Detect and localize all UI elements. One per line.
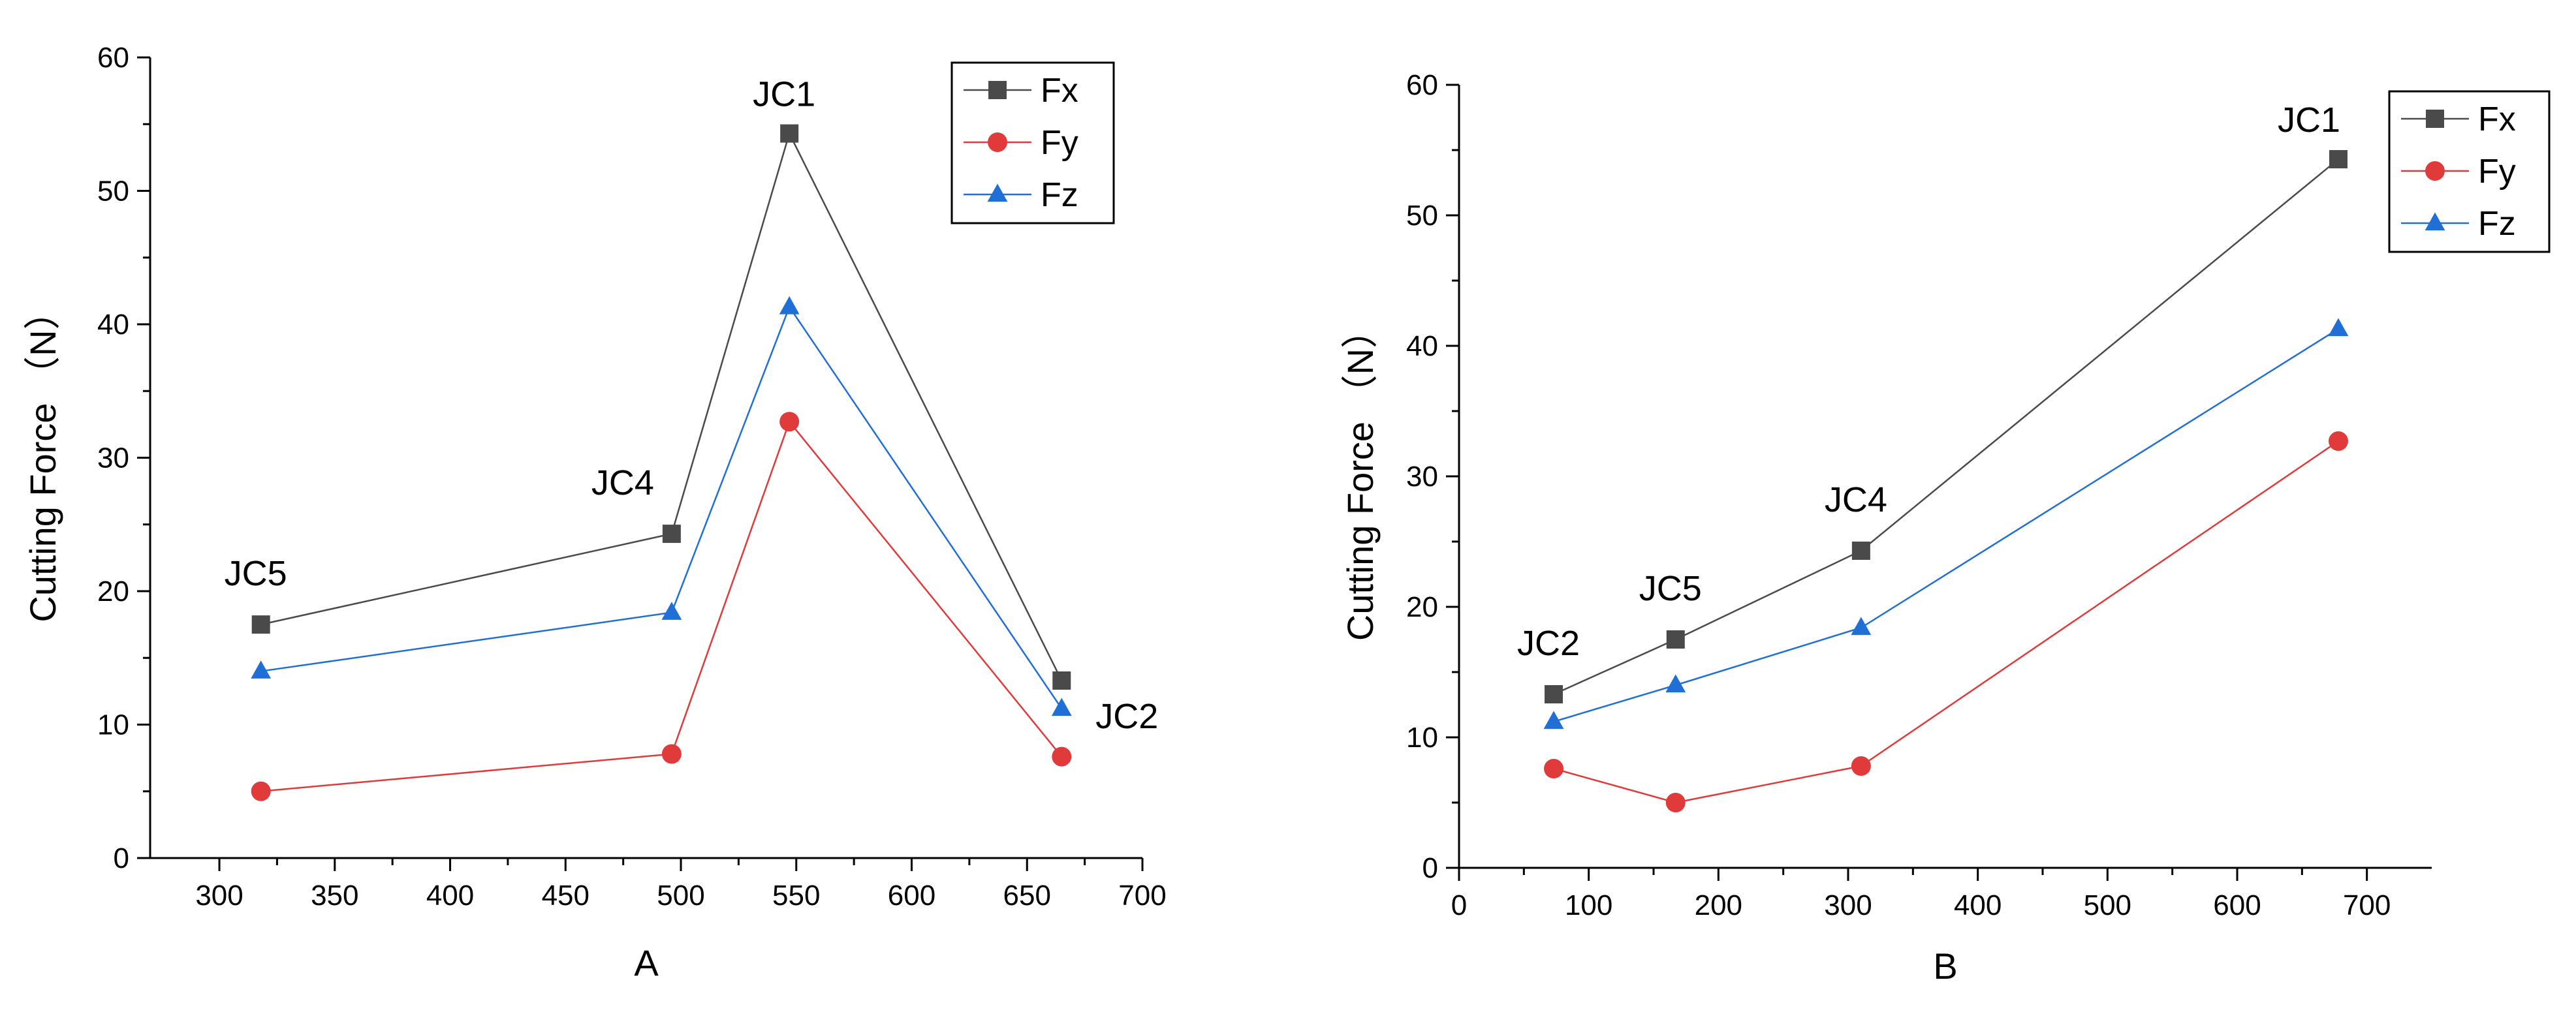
x-tick-label: 650 [1003, 880, 1051, 912]
y-tick-label: 40 [1406, 330, 1438, 362]
point-label-jc5: JC5 [225, 554, 287, 593]
legend-label-fy: Fy [2478, 153, 2516, 191]
legend-marker-fx [988, 81, 1007, 99]
x-tick-label: 450 [542, 880, 589, 912]
y-axis-title: Cutting Force （N） [22, 293, 63, 622]
x-axis-title: A [634, 942, 659, 983]
x-tick-label: 350 [311, 880, 358, 912]
data-point-fx [1052, 671, 1071, 690]
legend-label-fx: Fx [2478, 100, 2516, 138]
y-tick-label: 30 [97, 442, 129, 474]
data-point-fx [1545, 685, 1563, 703]
point-label-jc1: JC1 [753, 75, 815, 114]
series-line-fz [260, 305, 1063, 709]
legend-label-fx: Fx [1041, 72, 1078, 110]
data-point-fy [2328, 431, 2348, 451]
series-line-fx [1553, 159, 2339, 696]
data-point-fy [1544, 759, 1564, 778]
x-tick-label: 700 [2343, 889, 2391, 921]
x-tick-label: 500 [657, 880, 704, 912]
x-tick-label: 400 [1954, 889, 2002, 921]
y-tick-label: 60 [1406, 69, 1438, 101]
x-tick-label: 300 [1824, 889, 1872, 921]
data-point-fy [779, 412, 800, 432]
chart-a: 0 10 20 30 40 50 60 300 350 400 450 500 550 600 650 700… [22, 42, 1167, 983]
point-label-jc5: JC5 [1639, 569, 1702, 608]
x-tick-label: 400 [426, 880, 474, 912]
x-tick-label: 550 [772, 880, 820, 912]
data-point-fx [1666, 630, 1685, 649]
data-point-fz [661, 602, 682, 620]
y-tick-label: 0 [1422, 852, 1438, 884]
data-point-fx [1851, 542, 1870, 560]
x-tick-label: 200 [1695, 889, 1742, 921]
data-point-fz [779, 296, 800, 315]
data-point-fx [2329, 150, 2348, 168]
y-tick-label: 50 [97, 176, 129, 207]
y-axis-title: Cutting Force （N） [1340, 312, 1381, 641]
data-point-fy [661, 744, 682, 764]
data-point-fy [1851, 756, 1871, 776]
legend-marker-fz [2425, 212, 2445, 231]
x-tick-label: 500 [2084, 889, 2131, 921]
data-point-fx [780, 124, 799, 143]
x-axis-title: B [1933, 945, 1957, 987]
data-point-fy [1665, 793, 1686, 812]
series-line-fx [260, 131, 1063, 681]
legend-marker-fy [988, 132, 1007, 152]
y-tick-label: 40 [97, 309, 129, 341]
legend-label-fy: Fy [1041, 124, 1078, 162]
point-label-jc1: JC1 [2278, 100, 2340, 140]
legend-marker-fy [2425, 161, 2445, 181]
legend-marker-fx [2426, 110, 2444, 128]
legend-marker-fz [987, 183, 1008, 202]
data-point-fz [1543, 711, 1564, 730]
point-label-jc2: JC2 [1517, 624, 1580, 663]
y-tick-label: 10 [1406, 722, 1438, 754]
y-tick-label: 10 [97, 709, 129, 741]
series-line-fy [260, 420, 1063, 792]
series-line-fz [1553, 328, 2339, 723]
y-tick-label: 60 [97, 42, 129, 74]
data-point-fx [251, 615, 270, 634]
data-point-fy [1052, 746, 1072, 767]
data-point-fz [2328, 318, 2349, 337]
y-tick-label: 30 [1406, 461, 1438, 493]
data-point-fy [251, 781, 271, 801]
legend: Fx Fy Fz [2388, 90, 2551, 253]
legend: Fx Fy Fz [950, 61, 1115, 224]
x-tick-label: 600 [888, 880, 935, 912]
y-tick-label: 20 [1406, 591, 1438, 623]
y-tick-label: 0 [114, 842, 129, 874]
point-label-jc2: JC2 [1095, 697, 1158, 736]
data-point-fx [662, 525, 681, 544]
series-line-fy [1553, 440, 2339, 804]
x-tick-label: 700 [1118, 880, 1166, 912]
x-tick-label: 300 [195, 880, 243, 912]
x-tick-label: 0 [1451, 889, 1467, 921]
point-label-jc4: JC4 [1825, 480, 1887, 519]
point-label-jc4: JC4 [591, 463, 654, 502]
data-point-fz [251, 660, 272, 679]
y-tick-label: 20 [97, 576, 129, 607]
data-point-fz [1851, 617, 1872, 636]
legend-label-fz: Fz [1041, 176, 1078, 214]
y-tick-label: 50 [1406, 200, 1438, 232]
legend-label-fz: Fz [2478, 205, 2516, 243]
data-point-fz [1665, 674, 1686, 693]
data-point-fz [1051, 698, 1072, 716]
x-tick-label: 100 [1565, 889, 1612, 921]
x-tick-label: 600 [2213, 889, 2261, 921]
